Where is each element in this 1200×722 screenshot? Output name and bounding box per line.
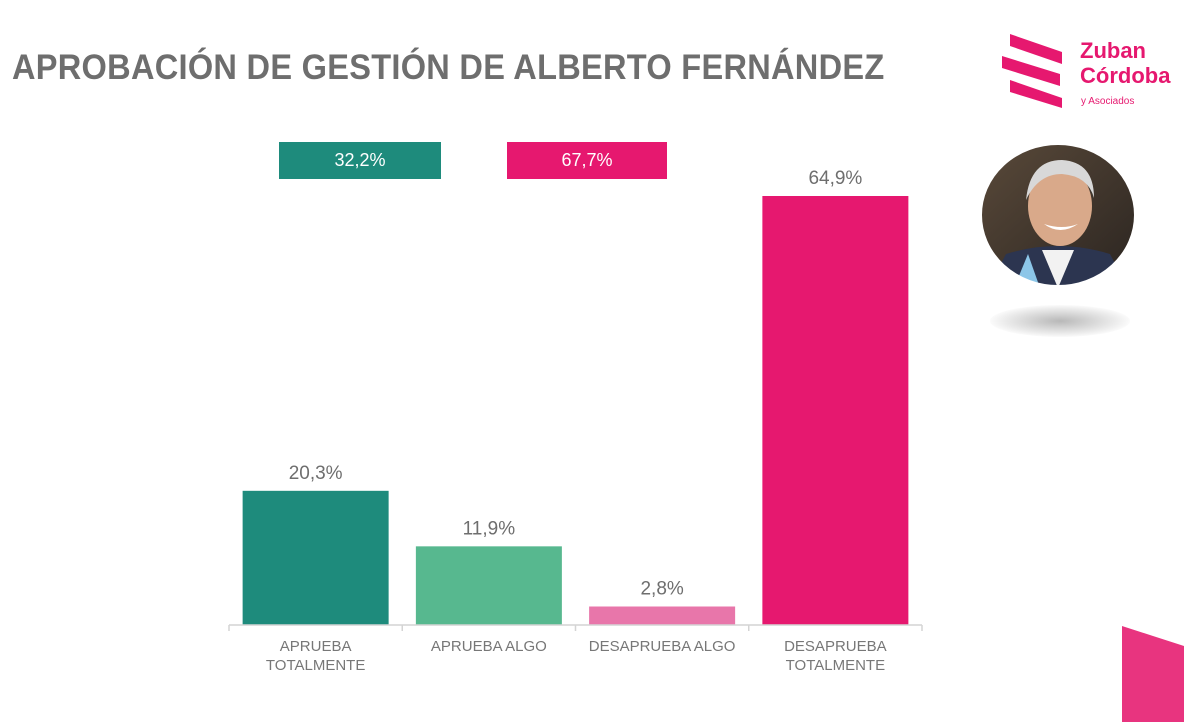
bar-1 [242,490,389,625]
portrait-shadow [990,305,1130,337]
decorative-corner-shape [1122,626,1184,722]
x-axis-ticks [228,625,923,631]
bars-group: 20,3% 11,9% 2,8% 64,9% [242,168,909,625]
bar-value-label-4: 64,9% [808,168,862,189]
summary-approve-value: 32,2% [334,150,386,170]
category-label-3: DESAPRUEBA ALGO [589,638,736,655]
bar-chart: 20,3%11,9%2,8%64,9% APRUEBA TOTALMENTEAPR… [228,168,923,674]
logo-name: Zuban Córdoba [1080,38,1171,88]
person-portrait-icon [980,143,1136,287]
category-label-4: DESAPRUEBA TOTALMENTE [784,638,887,674]
bar-2 [415,546,562,625]
summary-disapprove-value: 67,7% [561,150,613,170]
category-label-2: APRUEBA ALGO [431,638,547,655]
category-label-line: DESAPRUEBA [784,638,887,655]
category-label-line: TOTALMENTE [266,657,365,674]
bar-3 [589,606,736,625]
bar-4 [762,196,909,625]
bar-value-label-1: 20,3% [289,463,343,484]
chart-title: APROBACIÓN DE GESTIÓN DE ALBERTO FERNÁND… [12,48,885,87]
category-label-1: APRUEBA TOTALMENTE [266,638,365,674]
summary-disapprove-box: 67,7% [507,142,667,179]
category-label-line: APRUEBA ALGO [431,638,547,655]
summary-approve-box: 32,2% [279,142,441,179]
category-label-line: TOTALMENTE [786,657,885,674]
bar-value-label-3: 2,8% [640,578,683,599]
brand-logo: Zuban Córdoba y Asociados [1000,32,1190,112]
zuban-cordoba-logo-icon [1002,34,1062,108]
category-label-line: APRUEBA [280,638,352,655]
category-label-line: DESAPRUEBA ALGO [589,638,736,655]
bar-value-label-2: 11,9% [463,518,516,539]
category-labels: APRUEBA TOTALMENTE APRUEBA ALGO DESAPRUEBA … [266,638,887,674]
logo-subtitle: y Asociados [1081,96,1135,107]
